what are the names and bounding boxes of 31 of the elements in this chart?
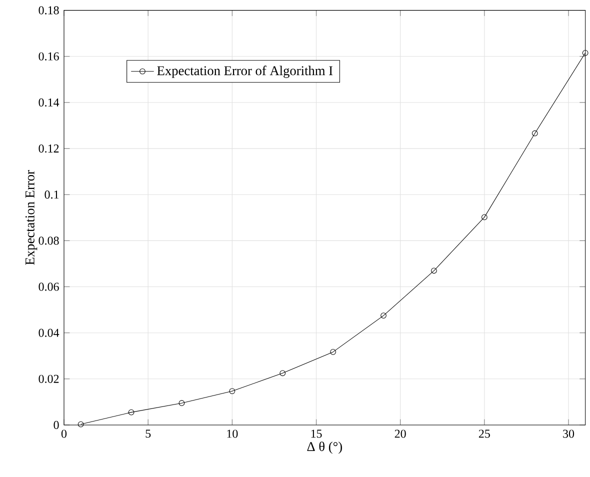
legend-label: Expectation Error of Algorithm I bbox=[157, 66, 333, 78]
point bbox=[532, 130, 538, 136]
x-tick-label: 5 bbox=[146, 430, 151, 438]
y-tick-label: 0 bbox=[54, 420, 59, 430]
y-tick-label: 0.04 bbox=[38, 328, 60, 337]
y-tick-label: 0.06 bbox=[38, 282, 59, 291]
point bbox=[178, 400, 185, 406]
x-tick-label: 30 bbox=[563, 430, 574, 438]
y-tick-label: 0.08 bbox=[38, 236, 59, 245]
x-tick-label: 0 bbox=[61, 430, 67, 438]
y-tick-label: 0.12 bbox=[38, 144, 59, 153]
y-tick-label: 0.1 bbox=[44, 190, 59, 199]
y-axis-title: Expectation Error bbox=[25, 170, 38, 265]
y-tick-label: 0.02 bbox=[38, 374, 59, 383]
point bbox=[582, 50, 588, 56]
point bbox=[229, 388, 236, 394]
x-tick-label: 25 bbox=[478, 430, 490, 438]
point bbox=[431, 268, 437, 274]
point bbox=[481, 214, 488, 220]
x-tick-label: 15 bbox=[311, 430, 322, 438]
y-tick-label: 0.16 bbox=[38, 52, 59, 60]
x-tick-label: 10 bbox=[227, 430, 238, 438]
point bbox=[330, 349, 336, 355]
y-tick-label: 0.18 bbox=[38, 6, 59, 14]
point bbox=[78, 421, 84, 428]
point bbox=[128, 409, 134, 416]
y-tick-label: 0.14 bbox=[38, 98, 60, 107]
point bbox=[280, 370, 286, 376]
x-axis-title: Δ θ (°) bbox=[307, 442, 342, 454]
point bbox=[380, 312, 386, 318]
x-tick-label: 20 bbox=[394, 430, 406, 438]
